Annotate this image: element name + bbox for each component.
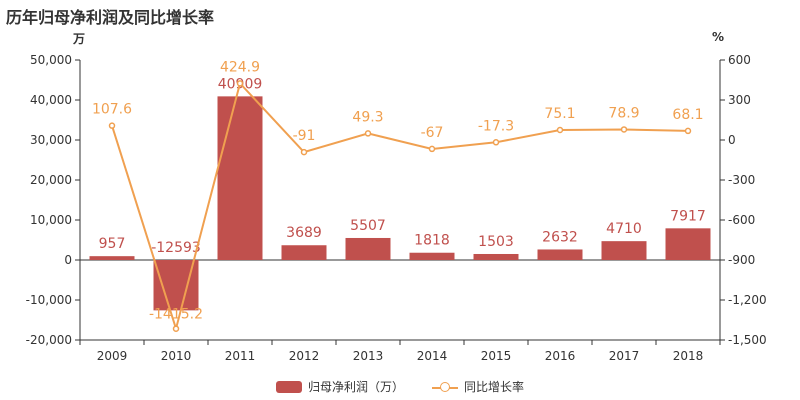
legend: 归母净利润（万） 同比增长率 — [0, 378, 800, 395]
growth-rate-point — [428, 145, 436, 153]
line-value-label: -91 — [293, 128, 316, 144]
x-tick-label: 2017 — [609, 349, 640, 363]
x-tick-label: 2015 — [481, 349, 512, 363]
right-axis-unit: % — [712, 30, 725, 44]
line-value-label: 75.1 — [544, 106, 575, 122]
legend-bar-swatch — [275, 380, 302, 393]
growth-rate-point — [684, 127, 692, 135]
right-tick-label: -600 — [728, 213, 755, 227]
bar-value-label: 3689 — [286, 225, 322, 241]
left-tick-label: -10,000 — [26, 293, 72, 307]
left-tick-label: 50,000 — [30, 53, 72, 67]
legend-item-line[interactable]: 同比增长率 — [432, 378, 524, 395]
bar — [537, 249, 583, 260]
legend-bar-label: 归母净利润（万） — [307, 380, 404, 394]
line-value-label: -17.3 — [478, 118, 514, 134]
x-tick-label: 2012 — [289, 349, 320, 363]
bar-value-label: 2632 — [542, 229, 578, 245]
line-value-label: 78.9 — [608, 105, 639, 121]
right-tick-label: 0 — [728, 133, 736, 147]
bar-value-label: -12593 — [151, 240, 201, 256]
growth-rate-line — [111, 81, 689, 333]
growth-rate-point — [108, 122, 116, 129]
left-tick-label: 40,000 — [30, 93, 72, 107]
line-value-label: 424.9 — [220, 59, 260, 75]
left-tick-label: 30,000 — [30, 133, 72, 147]
bar-value-label: 5507 — [350, 218, 386, 234]
bar — [281, 245, 327, 260]
legend-item-bar[interactable]: 归母净利润（万） — [275, 378, 404, 395]
left-tick-label: 10,000 — [30, 213, 72, 227]
left-tick-label: 20,000 — [30, 173, 72, 187]
line-value-label: -1415.2 — [149, 307, 203, 323]
growth-rate-point — [620, 126, 628, 133]
growth-rate-point — [556, 126, 564, 134]
right-tick-label: -1,200 — [728, 293, 767, 307]
growth-rate-point — [172, 325, 180, 332]
bar — [473, 253, 519, 260]
legend-line-swatch — [432, 381, 458, 393]
x-tick-label: 2014 — [417, 349, 448, 363]
line-value-label: 49.3 — [352, 109, 383, 125]
x-tick-label: 2018 — [673, 349, 704, 363]
right-tick-label: 300 — [728, 93, 751, 107]
x-tick-label: 2016 — [545, 349, 576, 363]
right-tick-label: -300 — [728, 173, 755, 187]
x-tick-label: 2009 — [97, 349, 128, 363]
growth-rate-point — [364, 130, 372, 137]
bar — [345, 237, 391, 260]
bar — [601, 241, 647, 260]
bar-value-label: 957 — [99, 236, 126, 252]
bar-value-label: 1503 — [478, 234, 514, 250]
right-tick-label: -1,500 — [728, 333, 767, 347]
x-tick-label: 2011 — [225, 349, 256, 363]
left-tick-label: 0 — [64, 253, 72, 267]
legend-line-label: 同比增长率 — [464, 380, 525, 394]
right-tick-label: 600 — [728, 53, 751, 67]
bar-value-label: 1818 — [414, 233, 450, 249]
growth-rate-point — [492, 139, 500, 146]
x-tick-label: 2010 — [161, 349, 192, 363]
line-value-label: 107.6 — [92, 102, 132, 118]
bar — [665, 228, 711, 260]
chart-title: 历年归母净利润及同比增长率 — [6, 8, 215, 27]
bar-value-label: 7917 — [670, 208, 706, 224]
line-value-label: -67 — [421, 125, 444, 141]
line-value-label: 68.1 — [672, 107, 703, 123]
right-tick-label: -900 — [728, 253, 755, 267]
left-axis-unit: 万 — [73, 32, 86, 46]
growth-rate-point — [300, 148, 308, 156]
left-tick-label: -20,000 — [26, 333, 72, 347]
bar — [409, 252, 455, 260]
bar — [89, 256, 135, 260]
growth-rate-point — [236, 80, 244, 87]
x-tick-label: 2013 — [353, 349, 384, 363]
bar-value-label: 4710 — [606, 221, 642, 237]
bar — [217, 96, 263, 260]
